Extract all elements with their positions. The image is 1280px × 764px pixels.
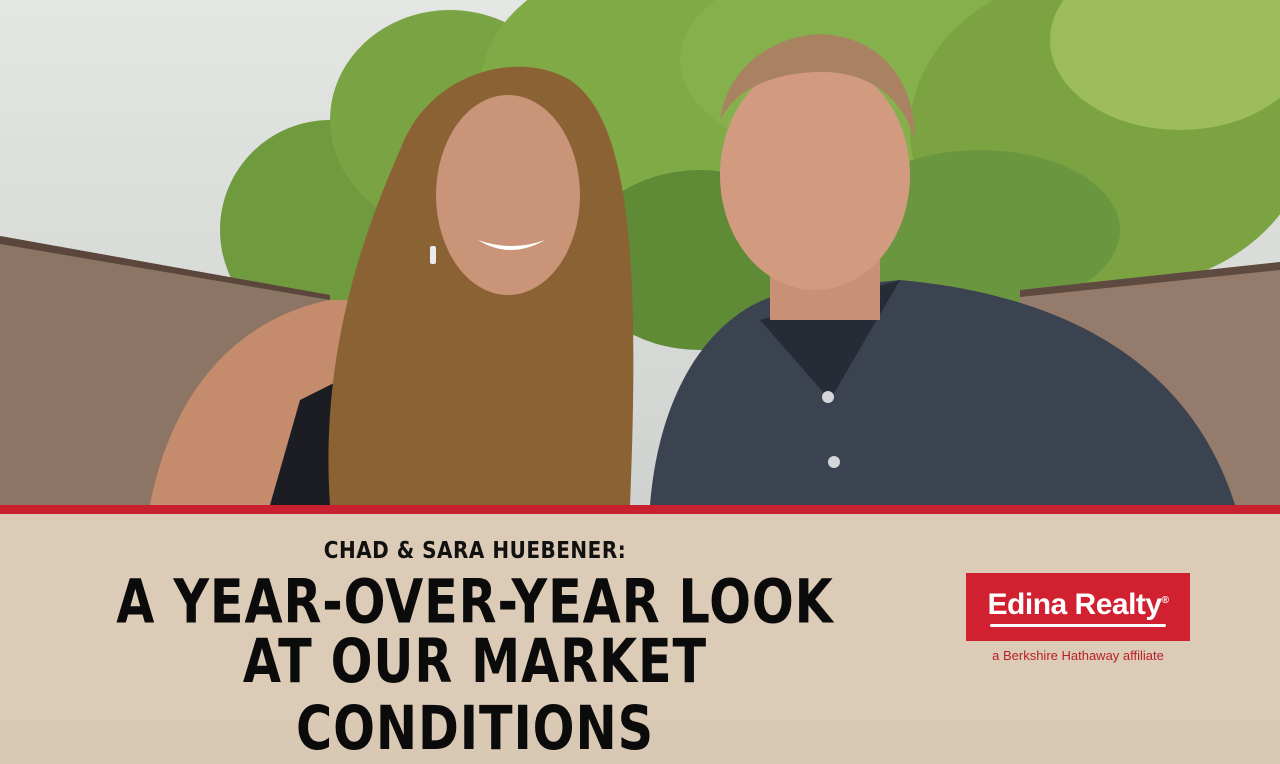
video-title-line-2: AT OUR MARKET CONDITIONS xyxy=(242,626,708,764)
edina-realty-logo: Edina Realty® xyxy=(966,573,1190,641)
man-figure xyxy=(650,34,1235,505)
woman-figure xyxy=(150,66,634,505)
logo-brand-text: Edina Realty® xyxy=(988,588,1169,622)
presenter-names: CHAD & SARA HUEBENER: xyxy=(323,536,627,564)
registered-mark: ® xyxy=(1161,594,1169,606)
lower-third-banner: CHAD & SARA HUEBENER: A YEAR-OVER-YEAR L… xyxy=(0,514,1280,762)
video-title: A YEAR-OVER-YEAR LOOK AT OUR MARKET COND… xyxy=(0,567,950,762)
video-title-line-1: A YEAR-OVER-YEAR LOOK xyxy=(116,567,834,638)
accent-divider xyxy=(0,505,1280,514)
couple-outdoor-photo xyxy=(0,0,1280,505)
logo-brand-name: Edina Realty xyxy=(987,587,1163,621)
affiliate-tagline: a Berkshire Hathaway affiliate xyxy=(992,648,1164,663)
hero-photo xyxy=(0,0,1280,505)
logo-underline xyxy=(990,623,1166,627)
